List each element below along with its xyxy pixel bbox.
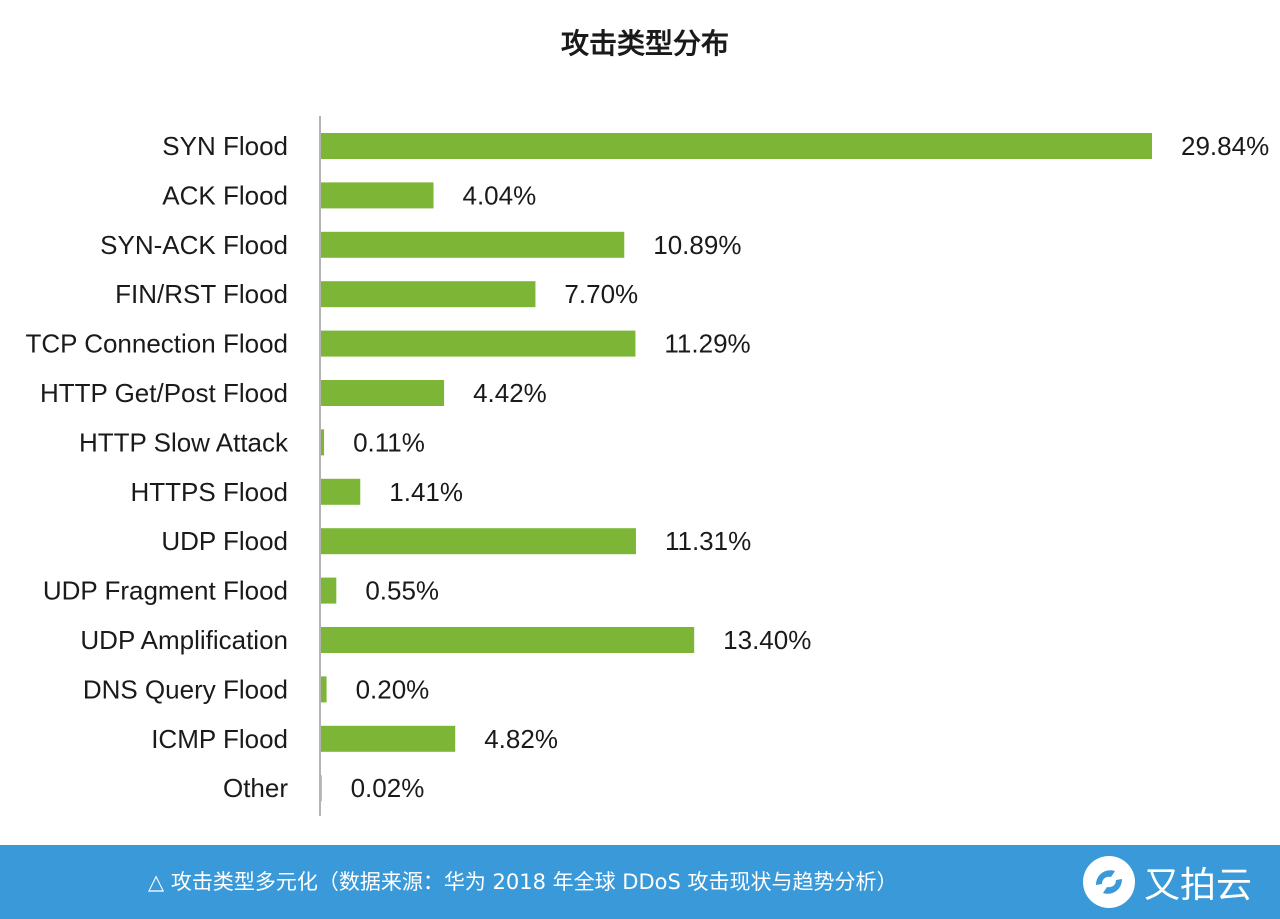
category-label: ICMP Flood [151,724,288,754]
bar [321,133,1152,159]
source-caption: △ 攻击类型多元化（数据来源：华为 2018 年全球 DDoS 攻击现状与趋势分… [148,870,898,894]
category-label: DNS Query Flood [83,674,288,704]
category-label: UDP Fragment Flood [43,576,288,606]
footer-banner: △ 攻击类型多元化（数据来源：华为 2018 年全球 DDoS 攻击现状与趋势分… [0,845,1280,919]
value-label: 11.31% [665,526,751,556]
category-label: HTTPS Flood [131,477,289,507]
value-label: 11.29% [664,329,750,359]
category-label: HTTP Slow Attack [79,427,289,457]
category-label: Other [223,773,288,803]
bar [321,775,322,802]
bar [321,182,434,209]
bar [321,528,636,555]
value-label: 4.42% [473,378,547,408]
category-label: UDP Amplification [80,625,288,655]
value-label: 7.70% [564,279,638,309]
bar [321,577,337,604]
value-label: 0.20% [356,674,430,704]
value-label: 0.11% [353,427,425,457]
bar [321,330,636,357]
category-label: HTTP Get/Post Flood [40,378,288,408]
value-label: 13.40% [723,625,811,655]
value-label: 4.04% [463,180,537,210]
bar [321,478,361,505]
bar [321,676,327,703]
value-label: 0.02% [351,773,425,803]
category-label: TCP Connection Flood [25,329,288,359]
logo-text: 又拍云 [1144,865,1253,906]
category-label: SYN-ACK Flood [100,230,288,260]
bar [321,281,536,308]
bar [321,380,445,406]
chart-title: 攻击类型分布 [560,27,729,60]
bar [321,429,325,456]
value-label: 1.41% [389,477,463,507]
upyun-logo-icon [1083,856,1135,908]
attack-type-bar-chart: SYN Flood 29.84% ACK Flood 4.04% SYN-ACK Flo… [25,116,1269,816]
bar [321,231,625,258]
category-label: SYN Flood [162,131,288,161]
category-label: FIN/RST Flood [115,279,288,309]
value-label: 29.84% [1181,131,1269,161]
value-label: 4.82% [484,724,558,754]
value-label: 0.55% [365,576,439,606]
value-label: 10.89% [653,230,741,260]
brand-logo: 又拍云 [1082,855,1252,909]
category-label: ACK Flood [162,180,288,210]
category-label: UDP Flood [161,526,288,556]
bar [321,627,695,653]
bar [321,725,456,752]
